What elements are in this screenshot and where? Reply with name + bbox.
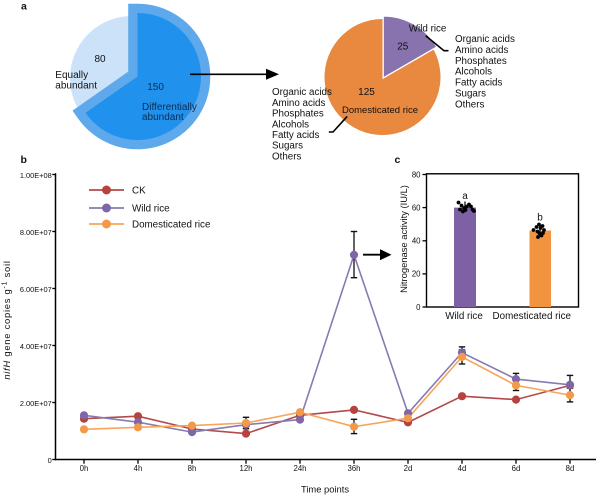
svg-text:b: b <box>21 154 27 166</box>
svg-text:Organic acids: Organic acids <box>455 34 515 45</box>
svg-text:Fatty acids: Fatty acids <box>272 130 319 141</box>
svg-text:8d: 8d <box>566 464 575 473</box>
svg-text:a: a <box>21 1 27 13</box>
svg-text:Differentially: Differentially <box>142 102 197 113</box>
svg-text:25: 25 <box>397 42 409 53</box>
svg-text:nifH gene copies g-1 soil: nifH gene copies g-1 soil <box>1 260 12 379</box>
svg-text:24h: 24h <box>293 464 306 473</box>
svg-text:Wild rice: Wild rice <box>409 23 447 34</box>
svg-text:80: 80 <box>412 170 421 179</box>
svg-text:8.00E+07: 8.00E+07 <box>20 228 52 237</box>
svg-text:80: 80 <box>94 54 106 65</box>
svg-text:6d: 6d <box>512 464 521 473</box>
svg-text:0: 0 <box>48 456 52 465</box>
svg-text:Sugars: Sugars <box>272 141 303 152</box>
svg-text:Amino acids: Amino acids <box>455 45 508 56</box>
svg-text:b: b <box>537 213 543 224</box>
svg-text:Amino acids: Amino acids <box>272 98 325 109</box>
svg-text:Alcohols: Alcohols <box>455 67 492 78</box>
svg-text:Wild rice: Wild rice <box>445 311 483 322</box>
svg-text:60: 60 <box>412 203 421 212</box>
svg-text:125: 125 <box>358 87 375 98</box>
svg-text:Time points: Time points <box>301 484 349 495</box>
svg-text:c: c <box>395 154 401 166</box>
svg-text:20: 20 <box>412 270 421 279</box>
svg-text:Sugars: Sugars <box>455 89 486 100</box>
svg-text:Domesticated rice: Domesticated rice <box>493 311 572 322</box>
svg-text:Phosphates: Phosphates <box>272 109 324 120</box>
svg-text:Domesticated rice: Domesticated rice <box>342 105 418 116</box>
svg-text:0h: 0h <box>80 464 89 473</box>
svg-text:Equally: Equally <box>55 70 88 81</box>
svg-text:Fatty acids: Fatty acids <box>455 78 502 89</box>
svg-text:Alcohols: Alcohols <box>272 119 309 130</box>
svg-text:4h: 4h <box>134 464 143 473</box>
svg-text:2.00E+07: 2.00E+07 <box>20 399 52 408</box>
svg-text:abundant: abundant <box>55 81 97 92</box>
svg-text:CK: CK <box>132 186 146 197</box>
svg-text:6.00E+07: 6.00E+07 <box>20 285 52 294</box>
svg-text:a: a <box>462 191 468 202</box>
svg-text:8h: 8h <box>188 464 197 473</box>
svg-text:12h: 12h <box>239 464 252 473</box>
svg-text:Nitrogenase activity (IU/L): Nitrogenase activity (IU/L) <box>398 185 409 293</box>
svg-text:Wild rice: Wild rice <box>132 204 170 215</box>
svg-text:2d: 2d <box>404 464 413 473</box>
svg-text:Others: Others <box>455 99 485 110</box>
svg-text:4d: 4d <box>458 464 467 473</box>
svg-text:4.00E+07: 4.00E+07 <box>20 342 52 351</box>
svg-text:Others: Others <box>272 151 302 162</box>
svg-text:abundant: abundant <box>142 112 184 123</box>
svg-text:Domesticated rice: Domesticated rice <box>132 220 211 231</box>
svg-text:0: 0 <box>416 303 421 312</box>
svg-text:40: 40 <box>412 237 421 246</box>
svg-text:Phosphates: Phosphates <box>455 56 507 67</box>
svg-text:36h: 36h <box>347 464 360 473</box>
svg-text:150: 150 <box>147 82 164 93</box>
svg-text:Organic acids: Organic acids <box>272 87 332 98</box>
svg-text:1.00E+08: 1.00E+08 <box>20 171 52 180</box>
